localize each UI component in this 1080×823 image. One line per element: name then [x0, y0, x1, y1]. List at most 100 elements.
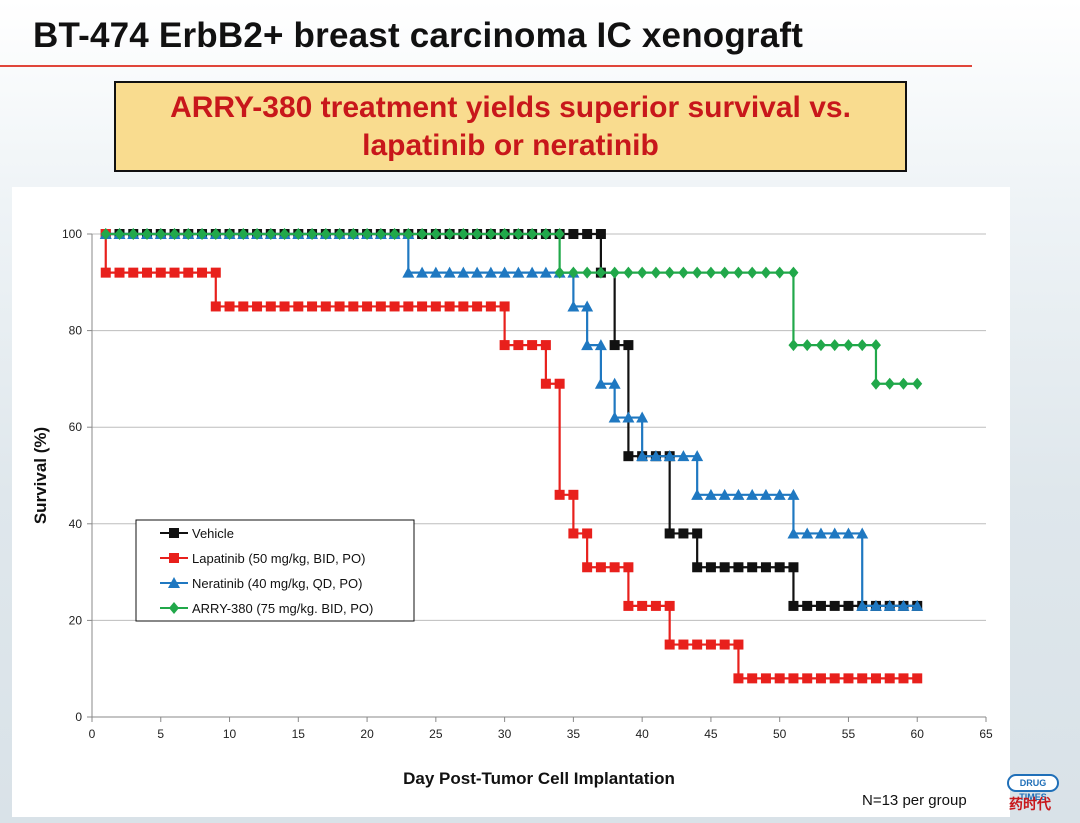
x-tick-label: 40: [635, 727, 649, 741]
data-point: [539, 266, 552, 278]
legend-entry-3: Neratinib (40 mg/kg, QD, PO): [160, 576, 363, 591]
headline-line-2: lapatinib or neratinib: [362, 128, 659, 162]
data-point: [747, 562, 758, 573]
data-point: [649, 450, 662, 462]
series-group: [99, 228, 924, 684]
data-point: [472, 228, 483, 240]
data-point: [623, 340, 634, 351]
data-point: [692, 266, 703, 279]
data-point: [581, 339, 594, 351]
data-point: [828, 527, 841, 539]
data-point: [458, 228, 469, 240]
data-point: [650, 600, 661, 611]
chart-panel: 0 20 40 60 80 100 0 5 10 15 20 25 30 35 40 45 50 55 60 65 V…: [12, 187, 1010, 817]
legend-marker: [168, 577, 180, 588]
data-point: [718, 488, 731, 500]
title-divider: [0, 65, 972, 67]
data-point: [458, 301, 469, 312]
data-point: [760, 673, 771, 684]
slide-title: BT-474 ErbB2+ breast carcinoma IC xenogr…: [33, 16, 804, 55]
data-point: [843, 339, 854, 352]
data-point: [911, 599, 924, 611]
data-point: [155, 267, 166, 278]
data-point: [608, 377, 621, 389]
data-point: [747, 673, 758, 684]
data-point: [197, 267, 208, 278]
data-point: [623, 451, 634, 462]
data-point: [857, 339, 868, 352]
data-point: [526, 266, 539, 278]
data-point: [912, 673, 923, 684]
data-point: [429, 266, 442, 278]
data-point: [527, 228, 538, 240]
data-point: [582, 266, 593, 279]
data-point: [802, 600, 813, 611]
data-point: [142, 267, 153, 278]
data-point: [856, 599, 869, 611]
data-point: [554, 266, 565, 279]
data-point: [788, 600, 799, 611]
data-point: [444, 301, 455, 312]
data-point: [705, 266, 716, 279]
data-point: [568, 229, 579, 239]
legend-box: [135, 519, 415, 622]
data-point: [114, 228, 125, 240]
data-point: [788, 339, 799, 352]
data-point: [307, 228, 318, 240]
legend: Vehicle Lapatinib (50 mg/kg, BID, PO) Nera…: [135, 519, 415, 622]
data-point: [554, 228, 565, 240]
data-point: [293, 228, 304, 240]
data-point: [320, 301, 331, 312]
data-point: [498, 266, 511, 278]
data-point: [842, 527, 855, 539]
data-point: [622, 411, 635, 423]
data-point: [238, 301, 249, 312]
data-point: [664, 266, 675, 279]
data-point: [912, 377, 923, 390]
data-point: [869, 599, 882, 611]
data-point: [843, 673, 854, 684]
legend-entry-1: Vehicle: [160, 526, 234, 541]
data-point: [471, 266, 484, 278]
data-point: [320, 228, 331, 240]
data-point: [608, 411, 621, 423]
data-point: [733, 562, 744, 573]
data-point: [416, 266, 429, 278]
data-point: [692, 528, 703, 539]
legend-marker: [169, 528, 179, 538]
data-point: [513, 228, 524, 240]
y-tick-label: 20: [69, 613, 83, 627]
x-tick-label: 30: [498, 727, 512, 741]
data-point: [114, 267, 125, 278]
data-point: [568, 528, 579, 539]
x-tick-label: 0: [89, 727, 96, 741]
data-point: [472, 301, 483, 312]
x-tick-label: 25: [429, 727, 443, 741]
data-point: [814, 527, 827, 539]
headline-callout: ARRY-380 treatment yields superior survi…: [114, 81, 907, 172]
data-point: [430, 301, 441, 312]
data-point: [883, 599, 896, 611]
data-point: [691, 450, 704, 462]
data-point: [443, 266, 456, 278]
data-point: [787, 527, 800, 539]
data-point: [595, 229, 606, 239]
data-point: [568, 266, 579, 279]
watermark-badge: DRUG TIMES: [1007, 774, 1059, 802]
data-point: [788, 562, 799, 573]
data-point: [224, 301, 235, 312]
data-point: [457, 266, 470, 278]
data-point: [403, 228, 414, 240]
x-tick-label: 10: [223, 727, 237, 741]
data-point: [499, 340, 510, 351]
data-point: [402, 266, 415, 278]
data-point: [609, 562, 620, 573]
data-point: [650, 266, 661, 279]
data-point: [678, 528, 689, 539]
data-point: [224, 228, 235, 240]
data-point: [155, 228, 166, 240]
group-size-note: N=13 per group: [862, 792, 967, 809]
data-point: [389, 301, 400, 312]
y-tick-label: 80: [69, 324, 83, 338]
data-point: [128, 267, 139, 278]
